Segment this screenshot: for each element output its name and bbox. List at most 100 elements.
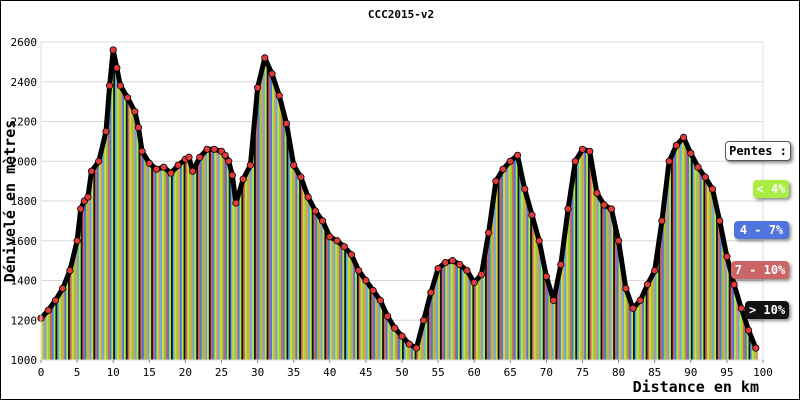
elevation-point	[485, 229, 493, 237]
slope-bar	[510, 161, 513, 360]
slope-bar	[501, 172, 504, 360]
slope-bar	[342, 245, 345, 360]
elevation-point	[542, 272, 551, 281]
elevation-point	[174, 161, 182, 169]
slope-bar	[391, 322, 394, 360]
x-tick-label: 85	[648, 366, 661, 379]
slope-bar	[755, 348, 758, 360]
x-tick-label: 10	[107, 366, 120, 379]
slope-bar	[115, 58, 118, 361]
slope-bar	[685, 141, 688, 360]
slope-bar	[721, 229, 724, 360]
y-tick-label: 1200	[11, 314, 38, 327]
slope-bar	[131, 104, 134, 360]
slope-bar	[396, 330, 399, 360]
slope-bar	[416, 348, 419, 360]
elevation-point	[109, 46, 117, 54]
slope-bar	[730, 270, 733, 360]
slope-bar	[633, 308, 636, 360]
elevation-point	[737, 304, 745, 312]
slope-bar	[531, 214, 535, 360]
slope-bar	[476, 280, 479, 360]
elevation-point	[232, 199, 240, 207]
elevation-point	[614, 237, 623, 245]
slope-bar	[409, 344, 412, 360]
slope-bar	[394, 328, 397, 360]
slope-bar	[230, 168, 233, 360]
slope-bar	[503, 169, 506, 360]
slope-bars	[41, 49, 758, 361]
elevation-point	[752, 344, 760, 352]
slope-bar	[77, 240, 80, 360]
x-tick-label: 90	[684, 366, 697, 379]
elevation-point	[51, 296, 60, 304]
slope-bar	[643, 292, 647, 360]
slope-bar	[429, 299, 432, 360]
slope-bar	[382, 304, 385, 360]
slope-bar	[315, 210, 318, 360]
y-tick-label: 2400	[11, 76, 38, 89]
slope-bar	[568, 208, 571, 360]
slope-bar	[432, 286, 435, 360]
slope-bar	[338, 242, 342, 360]
slope-bar	[266, 61, 269, 360]
slope-bar	[192, 171, 195, 360]
slope-bar	[51, 305, 55, 360]
slope-bar	[640, 300, 643, 360]
slope-bar	[708, 183, 712, 360]
slope-bar	[519, 163, 522, 360]
slope-bar	[600, 199, 603, 360]
slope-bar	[243, 179, 246, 360]
slope-bar	[371, 287, 374, 360]
slope-bar	[663, 205, 666, 360]
elevation-point	[282, 119, 291, 128]
slope-bar	[602, 201, 605, 360]
slope-bar	[216, 149, 219, 360]
slope-bar	[661, 220, 665, 360]
elevation-point	[456, 260, 464, 269]
slope-bar	[559, 273, 562, 360]
slope-bar	[681, 139, 684, 360]
slope-bar	[420, 334, 423, 360]
slope-bar	[522, 180, 526, 360]
slope-bar	[457, 263, 461, 360]
slope-bar	[403, 338, 407, 360]
slope-bar	[156, 169, 159, 360]
slope-bar	[591, 161, 594, 360]
slope-bar	[454, 261, 457, 360]
slope-bar	[425, 313, 428, 360]
slope-bar	[383, 308, 387, 360]
slope-bar	[221, 151, 224, 360]
slope-bar	[400, 334, 403, 360]
slope-bar	[355, 262, 358, 360]
x-tick-label: 55	[431, 366, 444, 379]
elevation-point	[362, 276, 370, 285]
slope-bar	[627, 293, 630, 360]
slope-bar	[42, 316, 46, 360]
slope-bar	[651, 277, 654, 360]
slope-bar	[463, 267, 466, 360]
y-tick-label: 1000	[11, 354, 38, 367]
legend-entry-7-10: 7 - 10%	[731, 261, 789, 279]
slope-bar	[703, 174, 706, 360]
slope-bar	[548, 282, 551, 360]
slope-bar	[68, 275, 71, 360]
elevation-point	[398, 332, 406, 340]
chart-title: CCC2015-v2	[368, 8, 434, 21]
slope-bar	[297, 171, 300, 360]
slope-bar	[667, 176, 670, 360]
elevation-point	[499, 165, 507, 173]
slope-bar	[490, 219, 493, 360]
elevation-point	[246, 161, 254, 169]
slope-bar	[636, 304, 639, 360]
slope-bar	[351, 254, 354, 360]
slope-bar	[161, 167, 165, 360]
slope-bar	[674, 149, 677, 360]
slope-bar	[448, 261, 452, 360]
slope-bar	[660, 233, 663, 360]
slope-bar	[293, 165, 296, 360]
slope-bar	[596, 193, 600, 360]
elevation-point	[412, 344, 421, 352]
slope-bar	[439, 267, 443, 360]
